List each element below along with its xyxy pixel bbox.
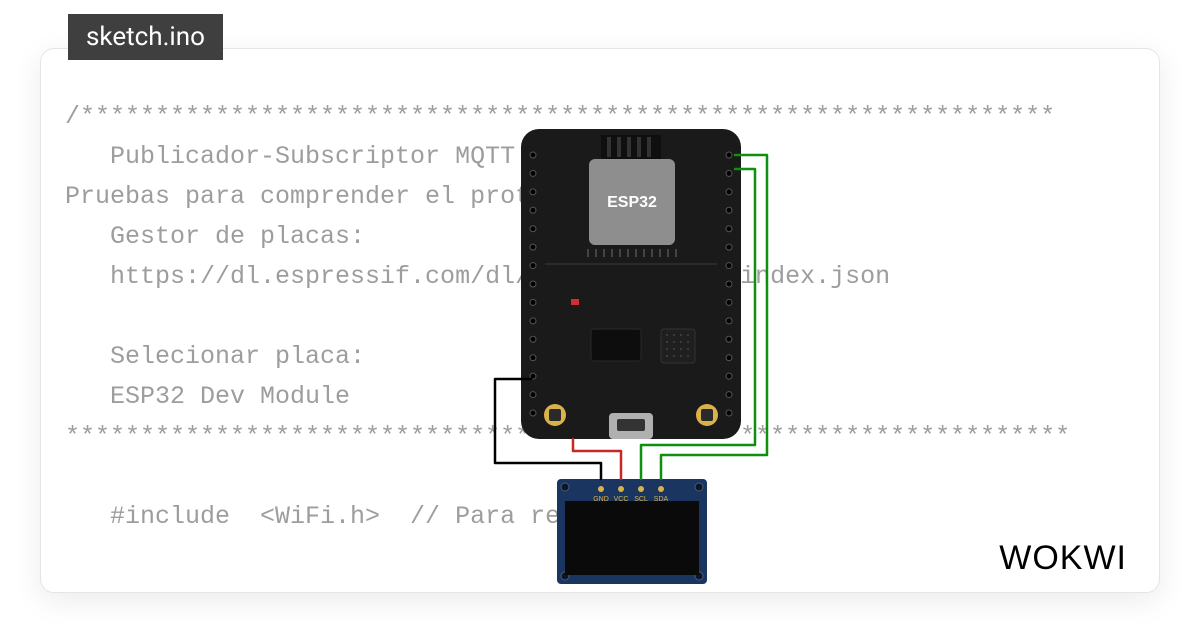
editor-card: /***************************************…	[40, 48, 1160, 593]
wokwi-logo: WOKWI	[999, 539, 1127, 578]
file-tab[interactable]: sketch.ino	[68, 14, 223, 60]
file-tab-label: sketch.ino	[86, 22, 205, 52]
code-editor: /***************************************…	[65, 97, 1135, 537]
